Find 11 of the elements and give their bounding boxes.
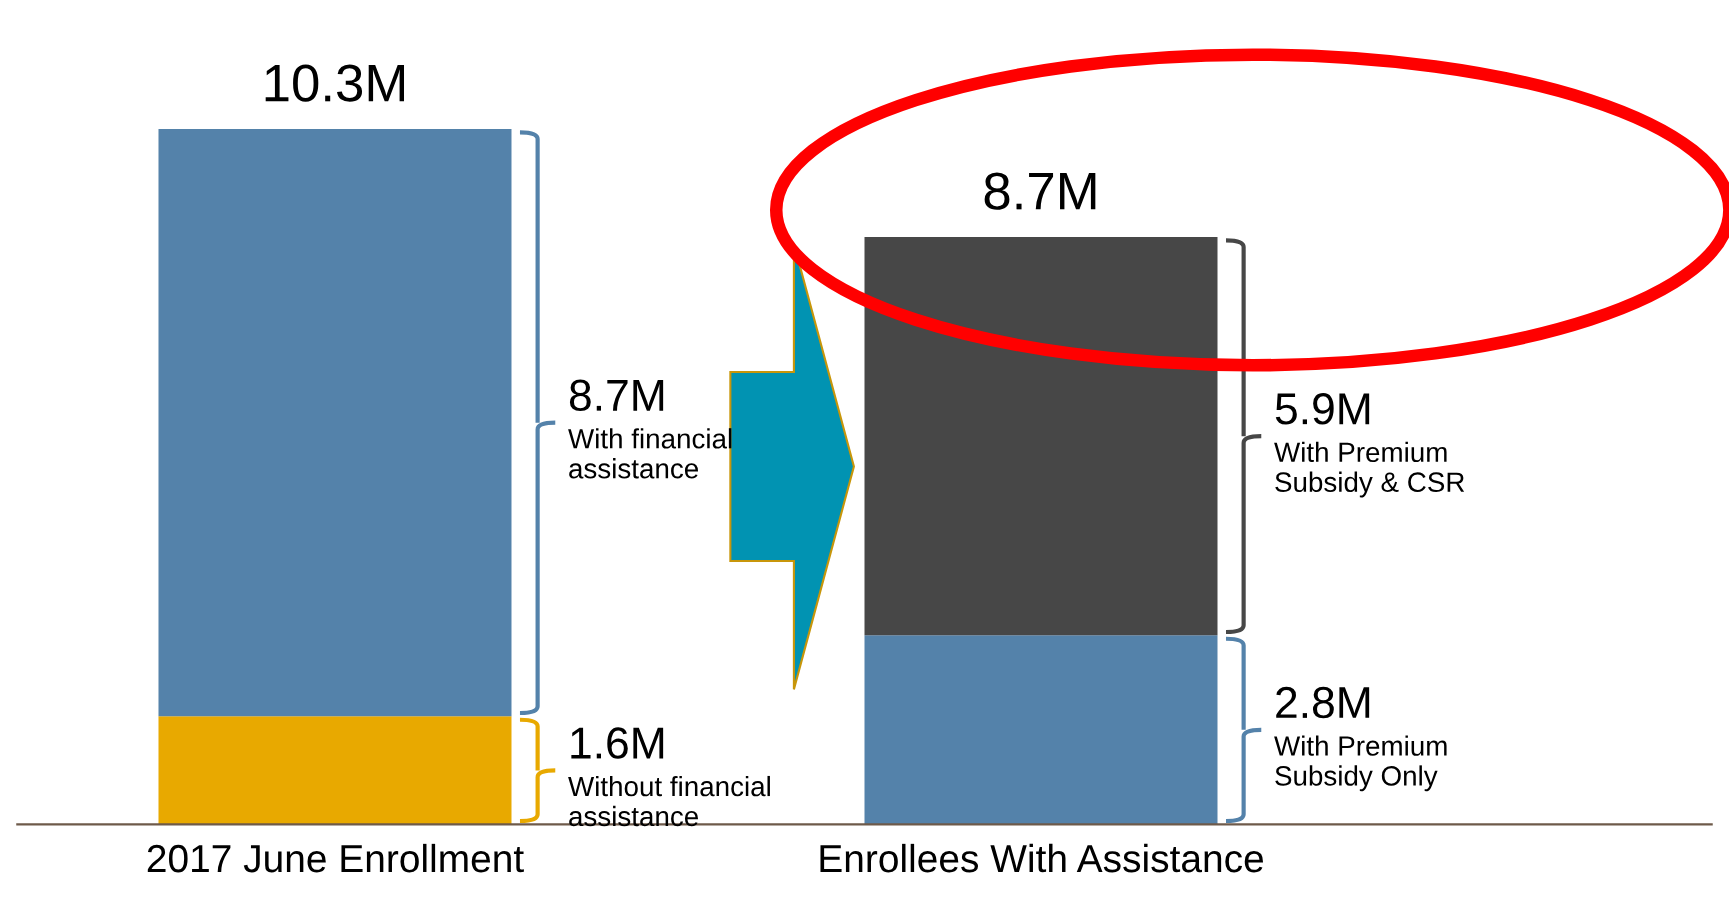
annotation: With Premium Subsidy Only xyxy=(1274,735,1447,792)
total-label: 10.3M xyxy=(265,64,405,102)
annotation: With Premium Subsidy & CSR xyxy=(1274,441,1465,498)
data-label: 2.8M xyxy=(1276,686,1370,719)
data-label: 1.6M xyxy=(571,727,664,759)
total-label: 8.7M xyxy=(984,172,1096,210)
data-label: 5.9M xyxy=(1275,393,1370,425)
annotation: Without financial assistance xyxy=(568,775,770,827)
data-label: 8.7M xyxy=(569,379,664,412)
x-tick-label: Enrollees With Assistance xyxy=(820,843,1263,873)
x-tick-label: 2017 June Enrollment xyxy=(147,843,524,873)
